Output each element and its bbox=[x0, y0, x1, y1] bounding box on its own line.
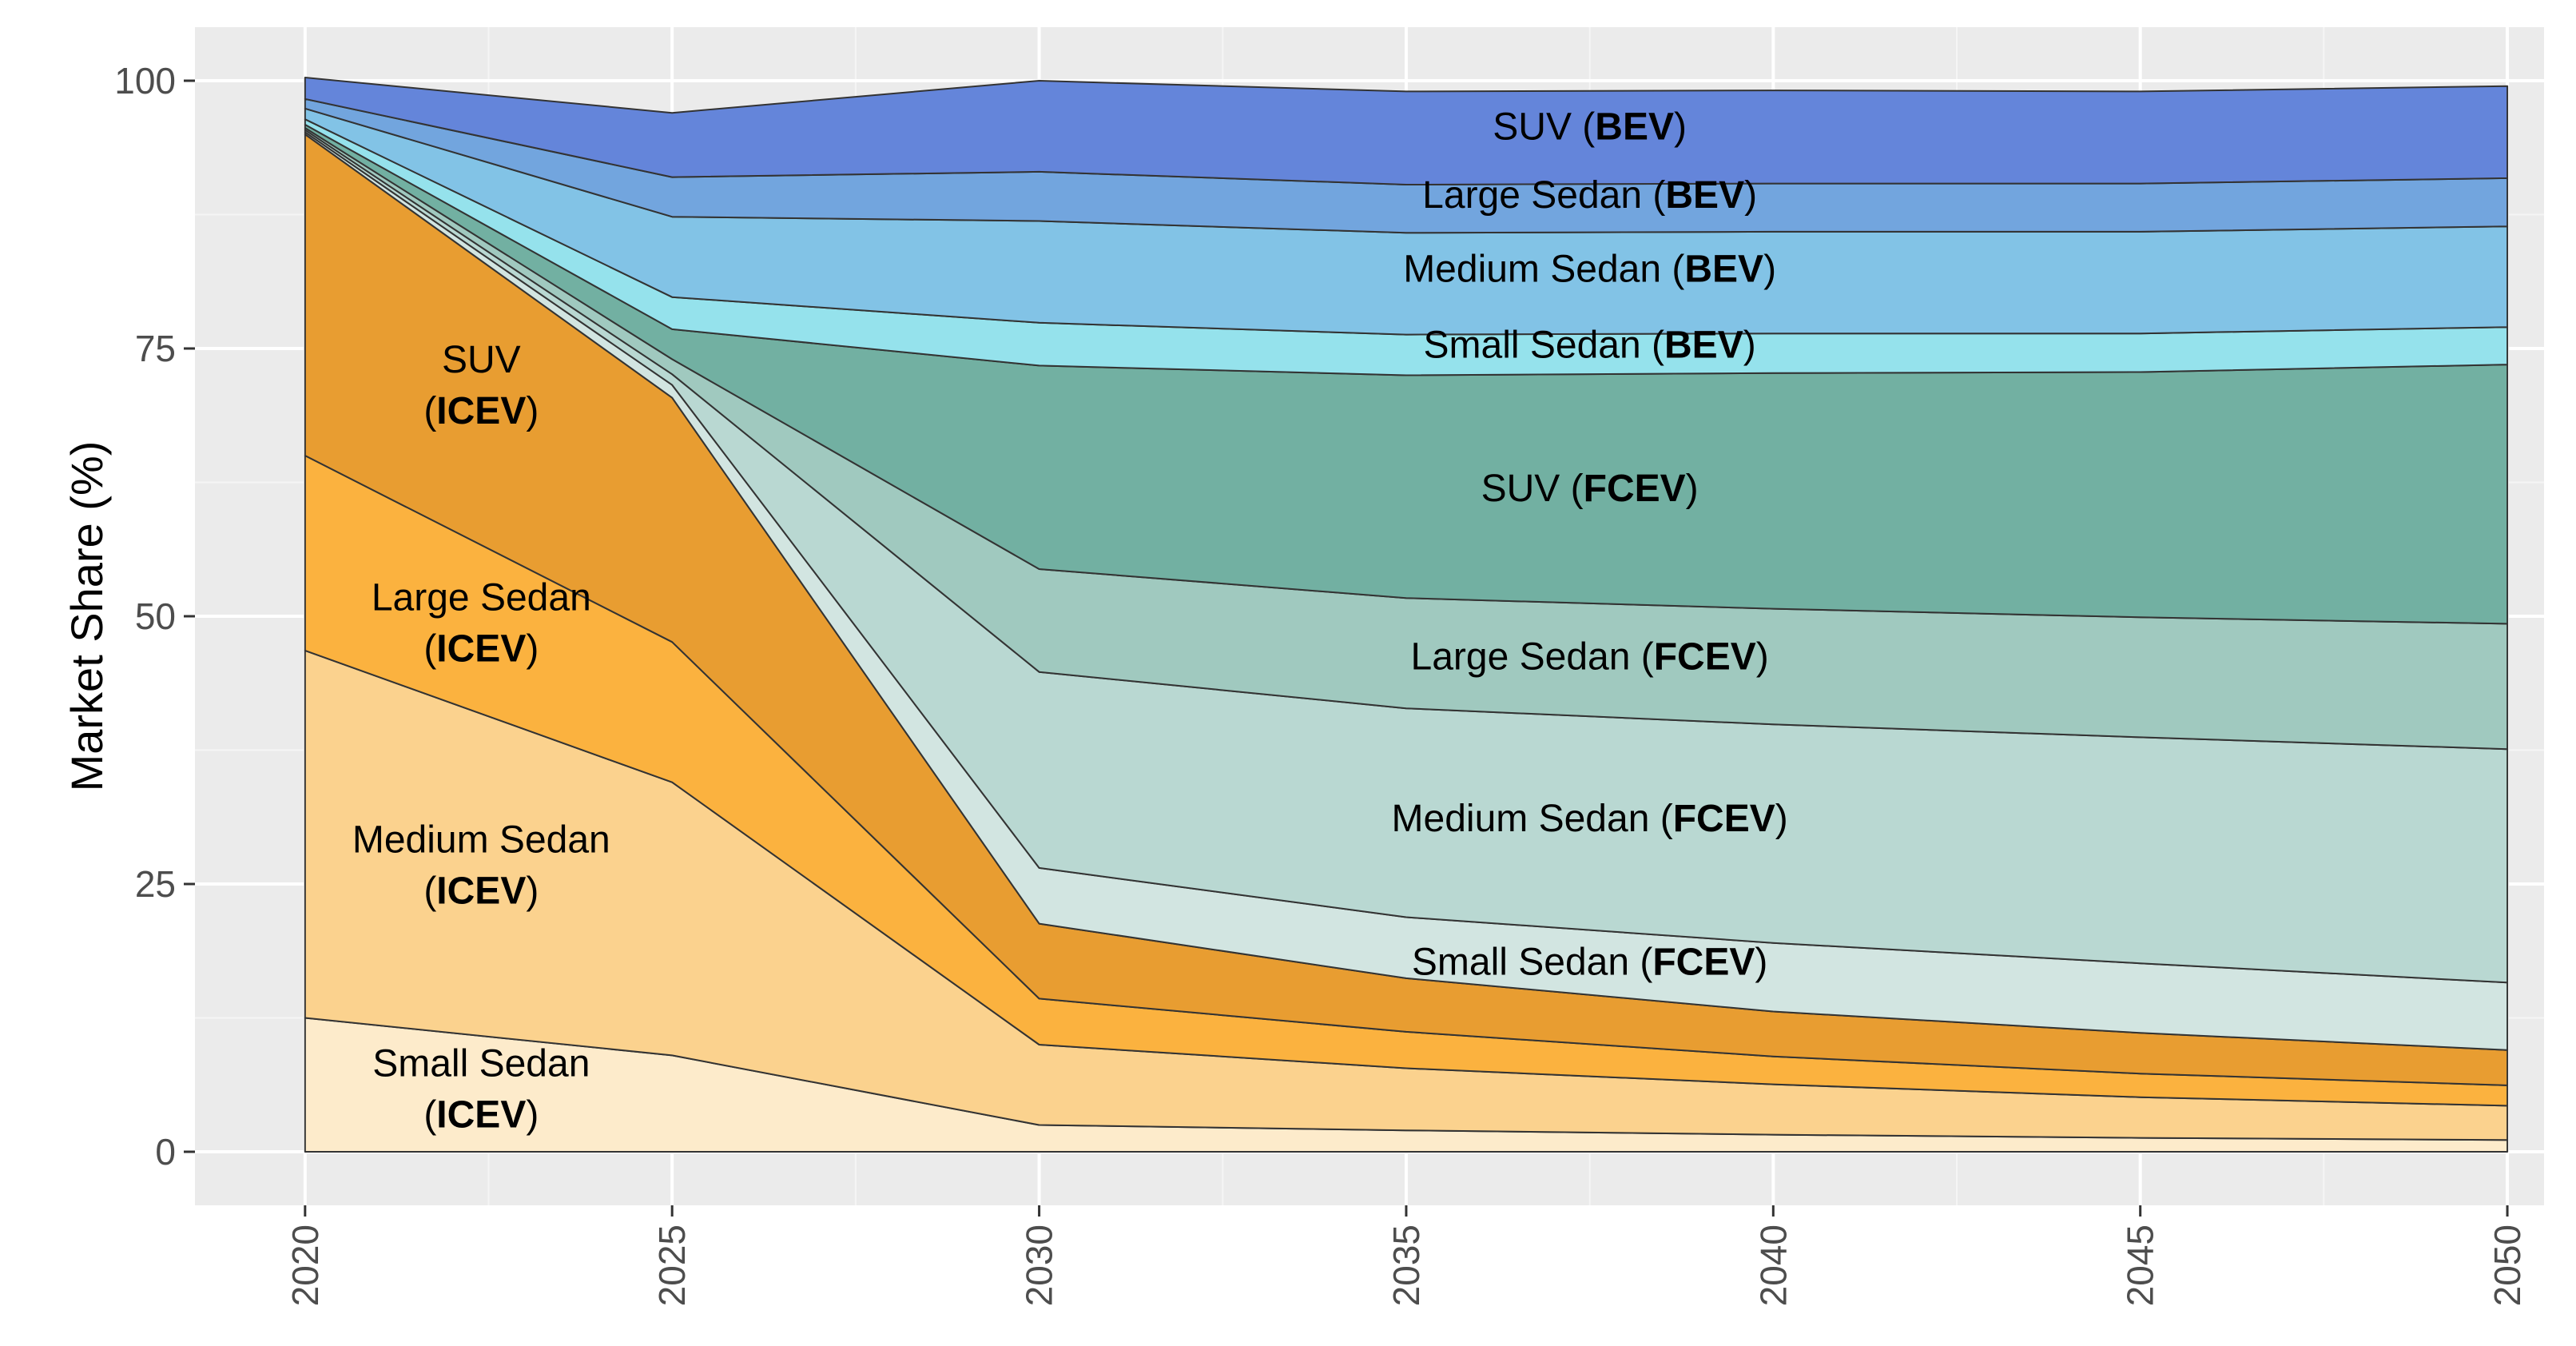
label-small-sedan-bev: Small Sedan (BEV) bbox=[1424, 325, 1756, 367]
label-suv-icev-line1: SUV bbox=[442, 339, 521, 381]
label-medium-sedan-fcev: Medium Sedan (FCEV) bbox=[1392, 798, 1788, 840]
y-tick-label: 50 bbox=[135, 595, 176, 637]
x-tick-label: 2020 bbox=[284, 1225, 326, 1306]
label-small-sedan-fcev: Small Sedan (FCEV) bbox=[1412, 941, 1767, 983]
y-tick-label: 75 bbox=[135, 328, 176, 369]
x-tick-label: 2040 bbox=[1752, 1225, 1794, 1306]
label-large-sedan-icev-line1: Large Sedan bbox=[372, 577, 591, 619]
label-large-sedan-icev-line2: (ICEV) bbox=[423, 628, 539, 671]
y-tick-label: 100 bbox=[114, 60, 176, 102]
label-large-sedan-bev: Large Sedan (BEV) bbox=[1422, 174, 1757, 217]
x-tick-label: 2030 bbox=[1019, 1225, 1060, 1306]
y-tick-label: 25 bbox=[135, 863, 176, 905]
x-tick-label: 2025 bbox=[651, 1225, 693, 1306]
label-suv-fcev: SUV (FCEV) bbox=[1481, 468, 1699, 510]
x-tick-label: 2050 bbox=[2487, 1225, 2528, 1306]
label-small-sedan-icev-line1: Small Sedan bbox=[372, 1043, 590, 1085]
label-suv-icev-line2: (ICEV) bbox=[423, 390, 539, 432]
x-tick-label: 2045 bbox=[2120, 1225, 2161, 1306]
label-medium-sedan-bev: Medium Sedan (BEV) bbox=[1403, 249, 1776, 291]
x-tick-label: 2035 bbox=[1385, 1225, 1427, 1306]
label-medium-sedan-icev-line2: (ICEV) bbox=[423, 870, 539, 913]
y-tick-label: 0 bbox=[155, 1131, 176, 1173]
axes: 0 25 50 75 100 2020 2025 2030 2035 2040 2045 2050 bbox=[114, 60, 2528, 1306]
label-small-sedan-icev-line2: (ICEV) bbox=[423, 1094, 539, 1137]
y-axis-title: Market Share (%) bbox=[62, 441, 112, 792]
area-suv-bev bbox=[304, 77, 2509, 185]
area-series bbox=[304, 77, 2509, 1153]
area-labels: Small Sedan (ICEV) Medium Sedan (ICEV) Large… bbox=[352, 106, 1788, 1136]
label-medium-sedan-icev-line1: Medium Sedan bbox=[352, 819, 610, 862]
label-suv-bev: SUV (BEV) bbox=[1493, 106, 1687, 148]
label-large-sedan-fcev: Large Sedan (FCEV) bbox=[1411, 636, 1769, 679]
